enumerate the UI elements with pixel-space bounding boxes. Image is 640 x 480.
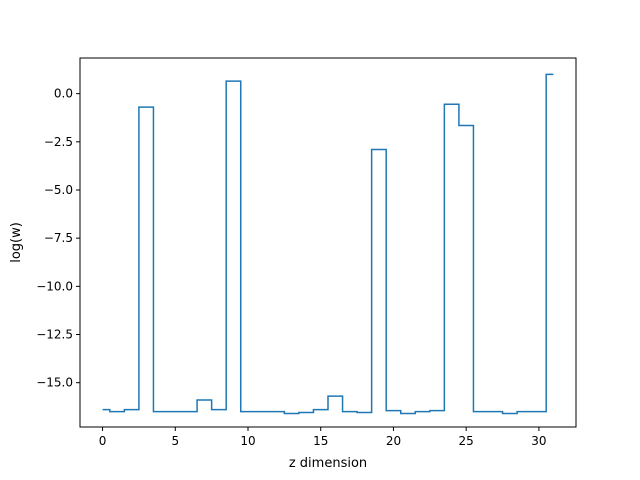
x-tick-label: 30 [531,434,546,448]
data-point [276,411,278,413]
data-point [262,411,264,413]
series-line [102,73,554,415]
x-tick-label: 10 [240,434,255,448]
data-point [465,124,467,126]
data-point [189,411,191,413]
data-point [102,409,104,411]
data-point [247,411,249,413]
data-point [363,412,365,414]
x-tick-label: 20 [386,434,401,448]
y-tick-label: −10.0 [36,279,73,293]
axis-ticks: 0 5 10 15 20 25 30 −15.0 −12.5 −10.0 −7.5 −5.0 −2.5 0… [36,87,546,448]
data-point [407,413,409,415]
data-point [378,149,380,151]
y-tick-label: −2.5 [44,135,73,149]
data-point [552,73,554,75]
y-tick-label: −15.0 [36,376,73,390]
data-point [160,411,162,413]
x-tick-label: 5 [171,434,179,448]
data-point [480,411,482,413]
x-axis-label: z dimension [289,456,367,471]
data-point [451,103,453,105]
data-point [334,395,336,397]
data-point [305,412,307,414]
data-point [523,411,525,413]
x-tick-label: 25 [459,434,474,448]
y-tick-label: −5.0 [44,183,73,197]
y-axis-label: log(w) [9,222,24,263]
data-point [218,409,220,411]
data-point [494,411,496,413]
data-point [145,106,147,108]
x-tick-label: 15 [313,434,328,448]
data-point [392,410,394,412]
data-point [538,411,540,413]
data-point [436,410,438,412]
y-tick-label: −7.5 [44,231,73,245]
data-point [116,411,118,413]
plot-frame [79,57,577,428]
data-point [349,411,351,413]
series-layer [102,73,554,415]
data-point [422,411,424,413]
y-tick-label: −12.5 [36,328,73,342]
data-point [232,80,234,82]
y-tick-label: 0.0 [54,87,73,101]
data-point [131,409,133,411]
data-point [509,413,511,415]
data-point [174,411,176,413]
data-point [203,399,205,401]
data-point [320,409,322,411]
data-point [291,413,293,415]
x-tick-label: 0 [99,434,107,448]
